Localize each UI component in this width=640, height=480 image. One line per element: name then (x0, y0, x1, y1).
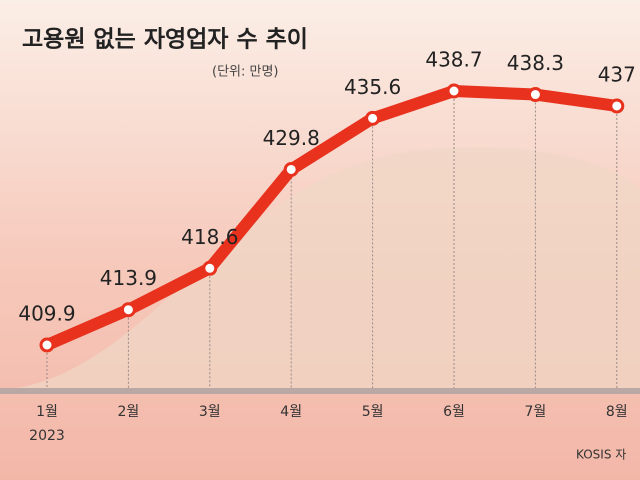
value-label: 429.8 (263, 126, 320, 150)
point (609, 98, 625, 114)
x-tick-label: 2월 (118, 404, 140, 420)
x-tick-label: 6월 (443, 404, 465, 420)
source: KOSIS 자 (576, 448, 626, 462)
point (365, 110, 381, 126)
value-label: 409.9 (18, 302, 75, 326)
value-label: 435.6 (344, 75, 401, 99)
value-label: 438.3 (507, 51, 564, 75)
x-tick-label: 8월 (606, 404, 628, 420)
value-label: 437 (598, 62, 636, 86)
value-label: 438.7 (425, 48, 482, 72)
x-tick-label: 3월 (199, 404, 221, 420)
point (39, 337, 55, 353)
value-label: 413.9 (100, 266, 157, 290)
chart-title: 고용원 없는 자영업자 수 추이 (22, 27, 308, 53)
x-tick-label: 1월 (36, 404, 58, 420)
x-tick-label: 4월 (280, 404, 302, 420)
x-tick-label: 5월 (362, 404, 384, 420)
baseline (0, 388, 640, 394)
point (527, 87, 543, 103)
point (446, 83, 462, 99)
x-tick-label: 7월 (525, 404, 547, 420)
decor-hill (0, 147, 640, 390)
series-line (41, 85, 623, 351)
value-label: 418.6 (181, 225, 238, 249)
chart-subtitle: (단위: 만명) (212, 65, 279, 80)
point (120, 302, 136, 318)
point (283, 161, 299, 177)
point (202, 260, 218, 276)
year-label: 2023 (29, 428, 65, 444)
